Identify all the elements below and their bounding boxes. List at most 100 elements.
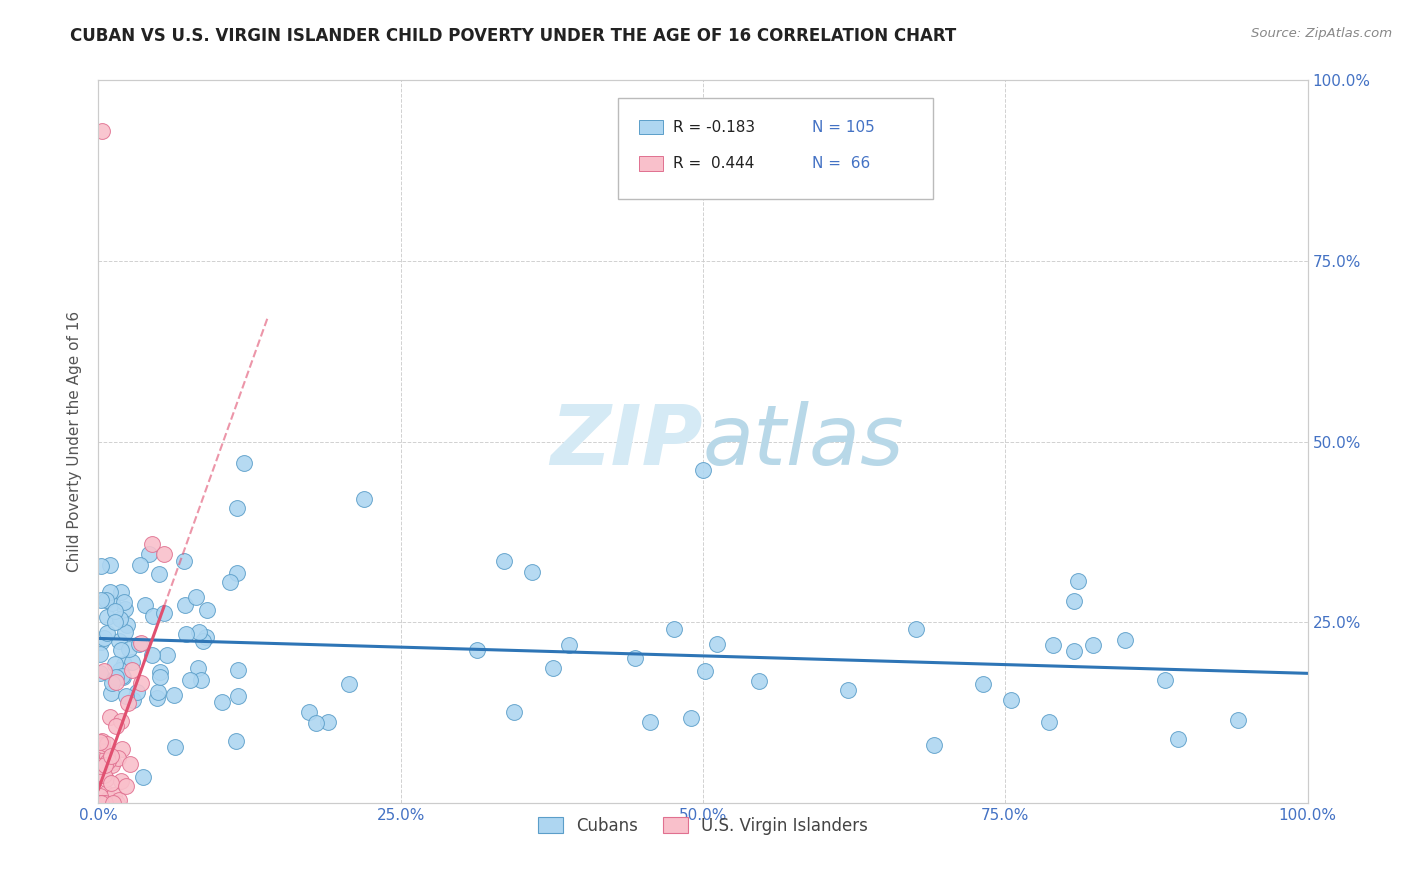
Point — [101, 676, 124, 690]
Point — [97, 796, 120, 810]
Point — [163, 740, 186, 755]
Point — [837, 683, 859, 698]
Text: R = -0.183: R = -0.183 — [673, 120, 755, 135]
Point — [96, 737, 118, 751]
Point — [163, 688, 186, 702]
Point — [228, 690, 250, 704]
Point — [128, 637, 150, 651]
Point — [679, 711, 702, 725]
Point — [173, 554, 195, 568]
Point — [89, 796, 111, 810]
Point — [101, 596, 124, 610]
Point — [662, 622, 685, 636]
Point — [104, 657, 127, 672]
Point — [90, 796, 112, 810]
Point — [148, 566, 170, 581]
Point — [110, 714, 132, 728]
Legend: Cubans, U.S. Virgin Islanders: Cubans, U.S. Virgin Islanders — [531, 810, 875, 841]
Point — [305, 715, 328, 730]
Point — [904, 622, 927, 636]
Point — [186, 661, 208, 675]
Point — [98, 750, 121, 764]
FancyBboxPatch shape — [638, 120, 664, 135]
Point — [93, 796, 115, 810]
Point — [118, 642, 141, 657]
Point — [90, 559, 112, 574]
Point — [1114, 633, 1136, 648]
Point — [90, 796, 112, 810]
Point — [93, 664, 115, 678]
Point — [112, 595, 135, 609]
Point — [121, 663, 143, 677]
Point — [692, 463, 714, 477]
Point — [146, 690, 169, 705]
Point — [502, 705, 524, 719]
Point — [111, 742, 134, 756]
Point — [219, 574, 242, 589]
Point — [101, 796, 124, 810]
Point — [153, 547, 176, 561]
Point — [104, 604, 127, 618]
Point — [93, 796, 115, 810]
Point — [112, 657, 135, 672]
Point — [94, 757, 117, 772]
Point — [190, 673, 212, 687]
Point — [1042, 638, 1064, 652]
Point — [105, 719, 128, 733]
Point — [624, 651, 647, 665]
Y-axis label: Child Poverty Under the Age of 16: Child Poverty Under the Age of 16 — [67, 311, 83, 572]
Point — [100, 748, 122, 763]
Point — [225, 734, 247, 748]
Point — [1226, 713, 1249, 727]
Point — [104, 615, 127, 629]
Text: Source: ZipAtlas.com: Source: ZipAtlas.com — [1251, 27, 1392, 40]
Point — [90, 592, 112, 607]
Point — [465, 643, 488, 657]
Point — [1081, 638, 1104, 652]
Point — [98, 585, 121, 599]
Point — [114, 779, 136, 793]
Point — [316, 714, 339, 729]
Point — [91, 796, 114, 810]
Point — [129, 675, 152, 690]
Point — [1038, 714, 1060, 729]
Point — [353, 492, 375, 507]
FancyBboxPatch shape — [619, 98, 932, 200]
Point — [90, 634, 112, 648]
Point — [96, 786, 118, 800]
Point — [94, 796, 117, 810]
Point — [93, 796, 115, 810]
Text: N = 105: N = 105 — [811, 120, 875, 135]
Point — [90, 734, 112, 748]
Point — [922, 738, 945, 752]
Point — [97, 753, 120, 767]
Point — [89, 789, 111, 803]
Point — [972, 676, 994, 690]
Point — [105, 796, 128, 810]
Point — [228, 663, 250, 677]
Point — [543, 661, 565, 675]
Point — [91, 124, 114, 138]
Point — [107, 751, 129, 765]
Point — [121, 655, 143, 669]
Point — [1063, 594, 1085, 608]
Point — [101, 755, 124, 769]
Point — [89, 735, 111, 749]
Point — [98, 558, 121, 572]
Point — [115, 690, 138, 704]
Text: ZIP: ZIP — [550, 401, 703, 482]
Point — [110, 643, 132, 657]
Point — [110, 774, 132, 789]
Point — [96, 626, 118, 640]
Point — [153, 606, 176, 620]
Point — [149, 669, 172, 683]
Point — [100, 686, 122, 700]
Point — [94, 592, 117, 607]
Text: CUBAN VS U.S. VIRGIN ISLANDER CHILD POVERTY UNDER THE AGE OF 16 CORRELATION CHAR: CUBAN VS U.S. VIRGIN ISLANDER CHILD POVE… — [70, 27, 956, 45]
Point — [520, 565, 543, 579]
Point — [298, 705, 321, 719]
Point — [179, 673, 201, 687]
Point — [638, 714, 661, 729]
Point — [100, 758, 122, 772]
Point — [492, 554, 515, 568]
